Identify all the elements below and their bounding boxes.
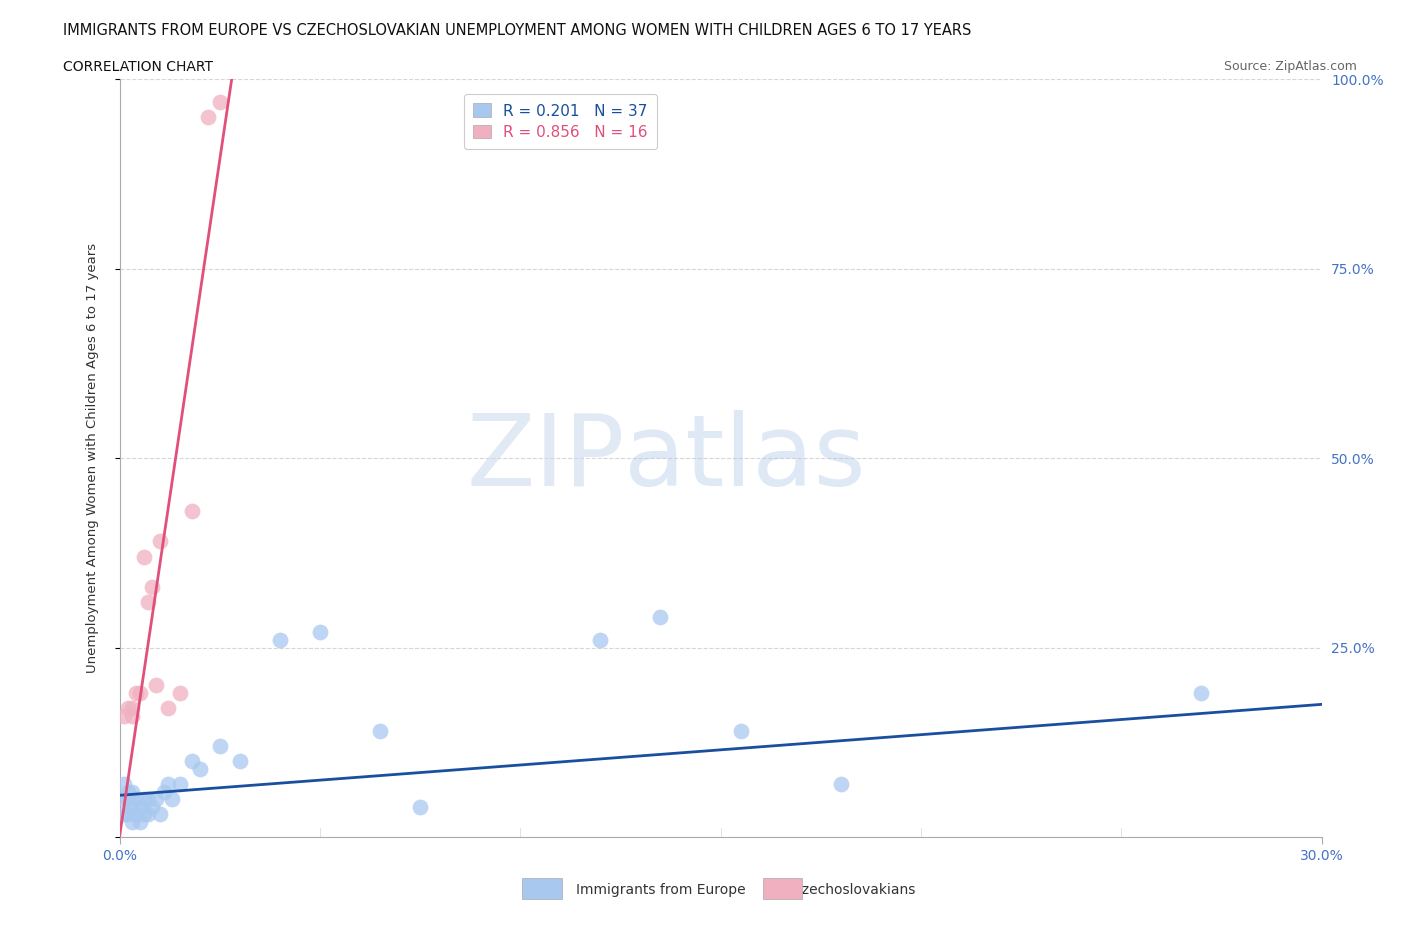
Y-axis label: Unemployment Among Women with Children Ages 6 to 17 years: Unemployment Among Women with Children A…	[86, 243, 98, 673]
Point	[145, 791, 167, 806]
Point	[128, 815, 150, 830]
Point	[124, 791, 146, 806]
Point	[180, 504, 202, 519]
FancyBboxPatch shape	[522, 878, 562, 899]
Point	[228, 753, 252, 768]
Point	[188, 762, 211, 777]
Point	[156, 700, 179, 715]
Text: Czechoslovakians: Czechoslovakians	[793, 884, 917, 897]
Point	[136, 594, 159, 609]
Point	[149, 534, 172, 549]
Point	[132, 807, 155, 822]
Point	[589, 632, 612, 647]
Point	[121, 709, 143, 724]
Point	[180, 753, 202, 768]
Point	[136, 791, 159, 806]
Point	[145, 678, 167, 693]
Point	[141, 579, 163, 594]
Point	[368, 724, 391, 738]
Point	[208, 738, 231, 753]
Point	[309, 625, 332, 640]
Point	[197, 110, 219, 125]
Point	[169, 777, 191, 791]
Point	[121, 815, 143, 830]
Point	[1191, 685, 1213, 700]
Point	[830, 777, 852, 791]
Point	[650, 610, 672, 625]
Point	[124, 685, 146, 700]
Point	[112, 777, 135, 791]
Point	[117, 784, 139, 799]
Text: Source: ZipAtlas.com: Source: ZipAtlas.com	[1223, 60, 1357, 73]
Point	[409, 799, 432, 814]
Point	[269, 632, 291, 647]
Point	[124, 807, 146, 822]
Text: Immigrants from Europe: Immigrants from Europe	[576, 884, 747, 897]
Point	[160, 791, 183, 806]
Point	[128, 685, 150, 700]
Point	[141, 799, 163, 814]
Point	[730, 724, 752, 738]
Point	[117, 807, 139, 822]
Point	[208, 94, 231, 109]
Point	[132, 791, 155, 806]
Text: atlas: atlas	[624, 409, 866, 507]
Point	[136, 807, 159, 822]
Point	[152, 784, 174, 799]
Legend: R = 0.201   N = 37, R = 0.856   N = 16: R = 0.201 N = 37, R = 0.856 N = 16	[464, 94, 657, 149]
Point	[121, 784, 143, 799]
Point	[121, 700, 143, 715]
Point	[132, 549, 155, 564]
Point	[112, 709, 135, 724]
Text: IMMIGRANTS FROM EUROPE VS CZECHOSLOVAKIAN UNEMPLOYMENT AMONG WOMEN WITH CHILDREN: IMMIGRANTS FROM EUROPE VS CZECHOSLOVAKIA…	[63, 23, 972, 38]
Point	[149, 807, 172, 822]
Point	[117, 700, 139, 715]
Point	[117, 791, 139, 806]
Text: ZIP: ZIP	[465, 409, 624, 507]
Point	[156, 777, 179, 791]
Point	[121, 799, 143, 814]
Point	[112, 807, 135, 822]
Point	[169, 685, 191, 700]
Text: CORRELATION CHART: CORRELATION CHART	[63, 60, 214, 74]
FancyBboxPatch shape	[762, 878, 803, 899]
Point	[112, 791, 135, 806]
Point	[128, 799, 150, 814]
